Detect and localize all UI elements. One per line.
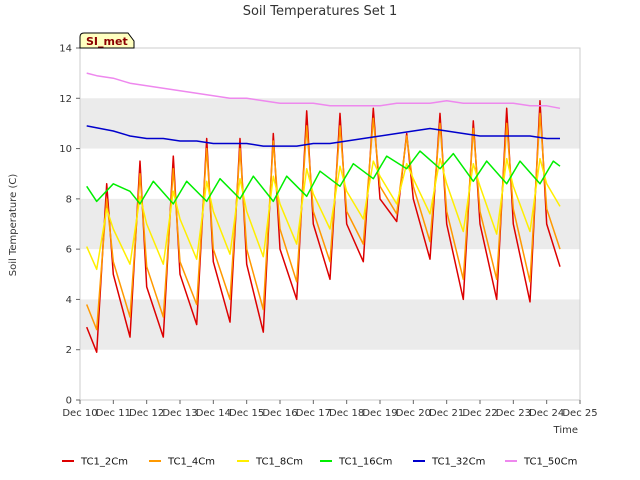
series-line-tc1-8cm — [86, 157, 561, 271]
x-tick-label: Dec 23 — [496, 408, 531, 419]
series-line-tc1-50cm — [86, 72, 561, 110]
legend-label: TC1_8Cm — [255, 457, 303, 468]
x-tick-label: Dec 18 — [329, 408, 364, 419]
y-axis-ticks: 0 2 4 6 8 10 12 14 — [59, 44, 80, 407]
grid-band — [80, 299, 580, 350]
y-tick-label: 14 — [59, 44, 72, 55]
series-line-tc1-32cm — [86, 125, 560, 147]
x-tick-label: Dec 16 — [262, 408, 297, 419]
y-tick-label: 10 — [59, 144, 72, 155]
series-line-tc1-4cm — [86, 112, 561, 331]
x-tick-label: Dec 21 — [429, 408, 464, 419]
x-tick-label: Dec 25 — [562, 408, 597, 419]
legend-label: TC1_2Cm — [80, 457, 128, 468]
grid-band — [80, 98, 580, 149]
x-tick-label: Dec 24 — [529, 408, 564, 419]
site-label-shape — [79, 32, 135, 49]
x-tick-label: Dec 20 — [396, 408, 431, 419]
x-axis-title: Time — [553, 425, 578, 436]
series-lines — [86, 72, 561, 353]
x-tick-label: Dec 19 — [362, 408, 397, 419]
y-tick-label: 6 — [66, 245, 72, 256]
series-line-tc1-16cm — [86, 150, 561, 205]
x-tick-label: Dec 10 — [62, 408, 97, 419]
x-tick-label: Dec 13 — [162, 408, 197, 419]
y-tick-label: 0 — [66, 396, 72, 407]
legend-label: TC1_16Cm — [338, 457, 392, 468]
x-tick-label: Dec 12 — [129, 408, 164, 419]
x-tick-label: Dec 11 — [96, 408, 131, 419]
site-label: SI_met — [86, 35, 128, 48]
x-tick-label: Dec 15 — [229, 408, 264, 419]
legend-label: TC1_4Cm — [167, 457, 215, 468]
y-axis-title: Soil Temperature (C) — [8, 174, 19, 277]
legend-label: TC1_32Cm — [431, 457, 485, 468]
chart-title: Soil Temperatures Set 1 — [243, 4, 398, 19]
x-tick-label: Dec 22 — [462, 408, 497, 419]
y-tick-label: 4 — [66, 295, 72, 306]
legend: TC1_2Cm TC1_4Cm TC1_8Cm TC1_16Cm TC1_32Cm TC1… — [62, 457, 577, 468]
y-tick-label: 2 — [66, 345, 72, 356]
y-tick-label: 8 — [66, 194, 72, 205]
site-label-box: SI_met — [79, 32, 135, 49]
legend-label: TC1_50Cm — [523, 457, 577, 468]
background-bands — [80, 48, 580, 400]
x-tick-label: Dec 14 — [196, 408, 231, 419]
plot-frame — [79, 47, 581, 401]
grid-band — [80, 198, 580, 250]
x-tick-label: Dec 17 — [296, 408, 331, 419]
y-tick-label: 12 — [59, 94, 72, 105]
